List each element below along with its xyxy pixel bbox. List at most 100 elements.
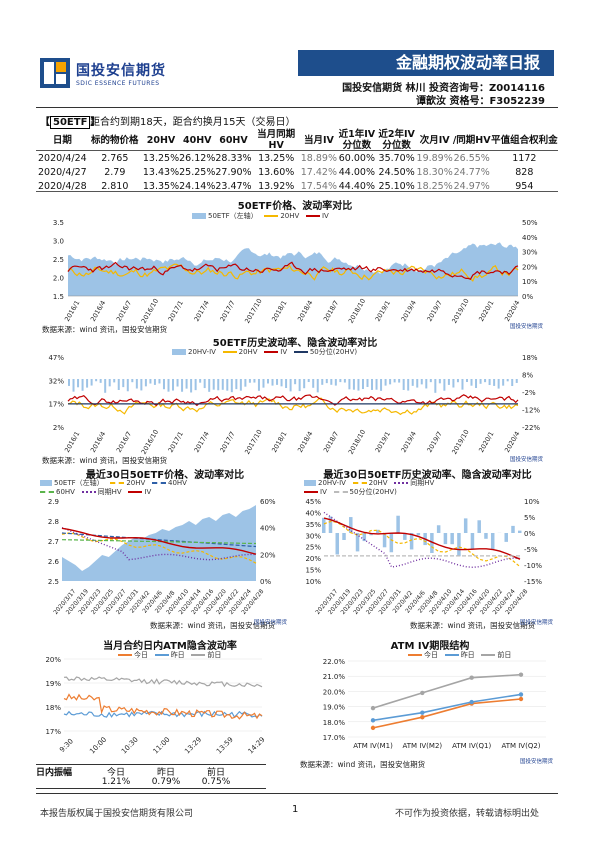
table-cell: 26.55% [453, 153, 490, 164]
x-tick-label: ATM IV(M1) [353, 742, 393, 750]
diff-bar [518, 530, 522, 533]
col-header: 标的物价格 [91, 134, 139, 146]
hv-line [67, 397, 519, 416]
legend-item: 同期HV [97, 488, 122, 496]
diff-bar [376, 529, 380, 533]
y-left-label: 3.0 [53, 238, 64, 246]
diff-bar [384, 379, 387, 386]
table-cell: 13.43% [142, 167, 180, 178]
y-right-label: 60% [260, 498, 276, 506]
y-left-label: 2.6 [48, 558, 60, 566]
y-right-label: 10% [522, 278, 538, 286]
term-point [420, 710, 425, 715]
x-tick-label: 2019/7 [425, 299, 443, 323]
y-left-label: 17.0% [323, 734, 346, 742]
table-cell: 2.810 [101, 181, 129, 192]
diff-bar [230, 379, 233, 393]
diff-bar [217, 379, 220, 391]
y-left-label: 2.9 [48, 498, 59, 506]
author-line-2: 谭歆汝 资格号：F3052239 [415, 96, 545, 107]
x-tick-label: 2017/1 [167, 430, 185, 454]
author-line-1: 国投安信期货 林川 投资咨询号：Z0014116 [342, 83, 545, 94]
x-tick-label: 2018/1 [270, 299, 288, 323]
x-tick-label: 2019/1 [374, 430, 392, 454]
col-header: /同期HV [452, 134, 491, 146]
y-right-label: 0% [524, 530, 535, 538]
term-point [469, 699, 474, 705]
diff-bar [194, 379, 197, 391]
diff-bar [266, 379, 269, 384]
x-tick-label: 2018/4 [296, 299, 314, 323]
diff-bar [416, 533, 421, 536]
chart2-legend: 20HV-IV 20HV IV 50分位(20HV) [172, 347, 357, 357]
x-tick-label: 2019/4 [400, 430, 418, 454]
y-right-label: -12% [522, 407, 540, 415]
chart1-source: 数据来源：wind 资讯，国投安信期货 [42, 325, 168, 334]
x-tick-label: 13:59 [215, 736, 235, 756]
diff-bar [362, 533, 367, 542]
x-tick-label: 2017/10 [243, 297, 263, 324]
y-left-label: 15% [305, 567, 321, 575]
diff-bar [176, 379, 179, 387]
diff-bar [339, 379, 342, 383]
y-left-label: 2.8 [48, 518, 59, 526]
diff-bar [95, 379, 98, 382]
legend-item: 前日 [207, 651, 222, 659]
table-cell: 26.12% [179, 153, 216, 164]
legend-item: 40HV [167, 479, 187, 487]
amp-header-yesterday: 昨日 [156, 768, 175, 778]
diff-bar [140, 379, 143, 391]
diff-bar [72, 379, 75, 392]
x-tick-label: 2016/4 [89, 299, 107, 323]
diff-bar [479, 379, 482, 384]
mini-logo: 国投安信期货 [520, 620, 554, 626]
diff-bar [149, 379, 152, 384]
table-cell: 2020/4/24 [38, 153, 87, 164]
table-cell: 13.35% [142, 181, 180, 192]
chart3-30d-price-vol: 2.92.82.72.62.560%40%20%0%2020/3/172020/… [48, 498, 276, 616]
term-point [469, 675, 474, 680]
x-tick-label: 2018/7 [322, 299, 340, 323]
x-tick-label: 2019/10 [450, 428, 470, 455]
diff-bar [203, 379, 206, 389]
table-cell: 13.92% [258, 181, 295, 192]
diff-bar [271, 379, 274, 386]
y-left-label: 18% [45, 704, 61, 712]
col-header: 近1年IV分位数 [338, 129, 376, 151]
diff-bar [316, 379, 319, 393]
diff-bar [158, 379, 161, 384]
chart3-source: 数据来源：wind 资讯，国投安信期货 [150, 621, 276, 630]
etf-tag: 【50ETF】 [40, 116, 101, 129]
amp-header-before: 前日 [206, 768, 225, 778]
legend-item: 20HV [126, 479, 146, 487]
diff-bar [342, 533, 346, 540]
chart1-legend: 50ETF（左轴） 20HV IV [192, 211, 329, 221]
diff-bar [108, 379, 111, 387]
y-left-label: 2.7 [48, 538, 59, 546]
col-header: 40HV [182, 134, 212, 146]
y-right-label: 40% [522, 234, 538, 242]
table-cell: 13.25% [258, 153, 295, 164]
term-point [518, 696, 524, 702]
diff-bar [389, 379, 392, 385]
x-tick-label: 14:29 [247, 736, 267, 756]
diff-bar [465, 379, 468, 383]
legend-item: 50ETF（左轴） [208, 212, 258, 220]
diff-bar [330, 379, 333, 385]
price-area [68, 242, 518, 296]
term-line [372, 673, 522, 709]
diff-bar [461, 379, 464, 390]
diff-bar [434, 379, 437, 393]
table-cell: 25.25% [179, 167, 216, 178]
mini-logo: 国投安信期货 [254, 620, 288, 626]
today-line [63, 693, 263, 720]
x-tick-label: 2020/1 [477, 430, 495, 454]
sameperiod-line [323, 511, 521, 569]
table-cell: 24.14% [179, 181, 216, 192]
chart3-legend: 50ETF（左轴） 20HV 40HV 60HV 同期HV IV [40, 479, 290, 497]
y-right-label: -22% [522, 424, 540, 432]
chart4-source: 数据来源：wind 资讯，国投安信期货 [410, 621, 536, 630]
diff-bar [99, 379, 102, 383]
diff-bar [167, 379, 170, 392]
table-cell: 828 [515, 167, 534, 178]
